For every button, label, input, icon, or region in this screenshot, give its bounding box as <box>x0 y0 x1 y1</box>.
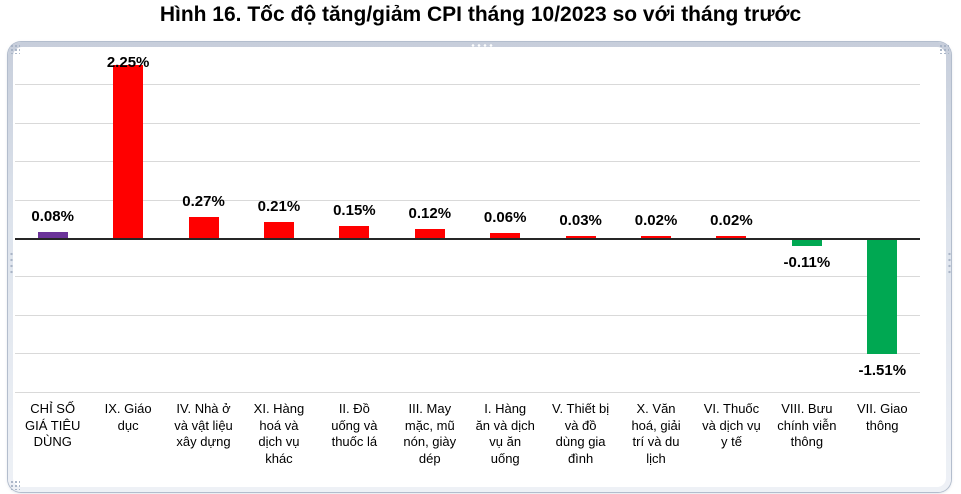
chart-bar[interactable] <box>565 235 596 238</box>
gridline <box>15 276 920 278</box>
bar-value-label: 0.02% <box>634 212 678 230</box>
chart-bar[interactable] <box>414 228 445 238</box>
chart-bar[interactable] <box>791 240 822 247</box>
bar-value-label: 0.15% <box>333 202 376 220</box>
bar-value-label: 2.25% <box>106 54 150 71</box>
category-label: IV. Nhà ở và vật liệu xây dựng <box>174 401 233 449</box>
chart-bar[interactable] <box>716 236 747 238</box>
category-label: VII. Giao thông <box>856 401 908 433</box>
chart-bar[interactable] <box>867 240 898 354</box>
category-label: I. Hàng ăn và dịch vụ ăn uống <box>475 401 535 466</box>
gridline <box>15 353 920 355</box>
selection-handle-top-left[interactable] <box>10 44 20 54</box>
chart-area-background <box>13 47 946 487</box>
category-label: IX. Giáo dục <box>104 401 152 433</box>
bar-value-label: 0.06% <box>483 209 527 227</box>
chart-panel[interactable]: 0.08% CHỈ SỐ GIÁ TIÊU DÙNG 2.25% IX. Giáo d… <box>8 42 951 492</box>
bar-value-label: 0.02% <box>710 212 753 230</box>
gridline <box>15 161 920 163</box>
chart-bar[interactable] <box>113 65 144 238</box>
chart-bar[interactable] <box>263 221 294 238</box>
gridline <box>15 122 920 124</box>
chart-bar[interactable] <box>37 231 68 238</box>
selection-handle-bottom-left[interactable] <box>10 480 20 490</box>
category-label: III. May mặc, mũ nón, giày dép <box>403 401 457 466</box>
bar-value-label: -1.51% <box>858 361 907 379</box>
selection-handle-right-middle[interactable] <box>946 250 951 276</box>
chart-bar[interactable] <box>490 233 521 238</box>
gridline <box>15 314 920 316</box>
bar-value-label: 0.08% <box>31 207 74 225</box>
category-label: II. Đồ uống và thuốc lá <box>331 401 378 449</box>
bar-value-label: -0.11% <box>783 254 831 272</box>
category-label: CHỈ SỐ GIÁ TIÊU DÙNG <box>25 401 81 449</box>
category-label: VI. Thuốc và dịch vụ y tế <box>702 401 761 449</box>
bar-value-label: 0.21% <box>257 197 301 215</box>
chart-bar[interactable] <box>641 236 672 238</box>
selection-handle-top-center[interactable] <box>469 42 495 47</box>
chart-title: Hình 16. Tốc độ tăng/giảm CPI tháng 10/2… <box>159 3 802 26</box>
selection-handle-left-middle[interactable] <box>8 250 13 276</box>
x-axis-line <box>15 238 920 240</box>
category-label: XI. Hàng hoá và dịch vụ khác <box>253 401 305 466</box>
category-label: X. Văn hoá, giải trí và du lịch <box>631 401 681 466</box>
chart-bar[interactable] <box>188 217 219 238</box>
category-label: VIII. Bưu chính viễn thông <box>777 401 837 449</box>
bar-value-label: 0.03% <box>559 211 602 229</box>
chart-bar[interactable] <box>339 226 370 238</box>
gridline <box>15 391 920 393</box>
gridline <box>15 84 920 86</box>
gridline <box>15 199 920 201</box>
bar-value-label: 0.12% <box>408 204 452 222</box>
plot-area: 0.08% CHỈ SỐ GIÁ TIÊU DÙNG 2.25% IX. Giáo d… <box>8 42 951 492</box>
selection-handle-top-right[interactable] <box>939 44 949 54</box>
category-label: V. Thiết bị và đồ dùng gia đình <box>552 401 610 466</box>
bar-value-label: 0.27% <box>182 193 225 211</box>
